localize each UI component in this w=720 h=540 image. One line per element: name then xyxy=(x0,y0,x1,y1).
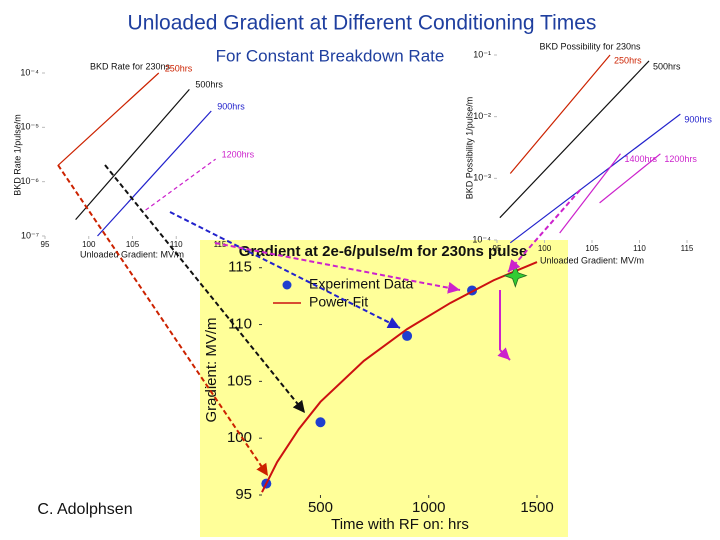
y-axis-label: BKD Possibility 1/pulse/m xyxy=(464,97,474,200)
y-tick-label: 100 xyxy=(227,429,252,446)
x-tick-label: 95 xyxy=(493,244,502,253)
data-point xyxy=(402,330,413,341)
x-tick-label: 105 xyxy=(126,240,140,249)
series-line xyxy=(57,72,160,166)
arrow xyxy=(57,164,269,477)
chart: BKD Possibility for 230ns Unloaded Gradie… xyxy=(464,41,712,265)
chart: BKD Rate for 230ns Unloaded Gradient: MV/… xyxy=(12,61,254,259)
x-tick-label: 100 xyxy=(82,240,96,249)
author: C. Adolphsen xyxy=(37,501,132,518)
x-tick-label: 115 xyxy=(214,240,227,249)
chart-background xyxy=(200,240,568,537)
y-tick-label: 10⁻⁵ xyxy=(21,122,40,132)
series-label: 900hrs xyxy=(217,101,245,111)
x-tick-label: 115 xyxy=(681,244,694,253)
x-tick-label: 1000 xyxy=(412,499,445,516)
series-label: 900hrs xyxy=(684,114,712,124)
legend-swatch xyxy=(282,280,292,290)
y-tick-label: 10⁻² xyxy=(473,111,491,121)
series-label: 250hrs xyxy=(614,55,642,65)
arrows-solid xyxy=(497,290,511,361)
series-line xyxy=(145,158,216,211)
y-tick-label: 10⁻⁴ xyxy=(472,234,491,244)
y-tick-label: 10⁻¹ xyxy=(473,49,491,59)
chart-title: BKD Possibility for 230ns xyxy=(539,41,641,51)
x-tick-label: 95 xyxy=(41,240,50,249)
series-label: 1200hrs xyxy=(222,149,255,159)
arrow xyxy=(169,211,401,329)
y-tick-label: 10⁻⁴ xyxy=(20,67,39,77)
y-tick-label: 115 xyxy=(228,259,252,276)
series-line xyxy=(509,54,611,174)
arrows xyxy=(57,164,581,477)
y-tick-label: 110 xyxy=(228,316,252,333)
y-axis-label: Gradient: MV/m xyxy=(203,317,220,422)
series-label: 500hrs xyxy=(653,61,681,71)
chart-title: Gradient at 2e-6/pulse/m for 230ns pulse xyxy=(239,243,527,260)
x-tick-label: 105 xyxy=(585,244,599,253)
arrow xyxy=(214,242,461,294)
chart-title: BKD Rate for 230ns xyxy=(90,61,171,71)
chart: Gradient at 2e-6/pulse/m for 230ns pulse… xyxy=(203,243,554,533)
x-tick-label: 110 xyxy=(633,244,646,253)
series-label: 1400hrs xyxy=(625,154,658,164)
y-axis-label: BKD Rate 1/pulse/m xyxy=(12,114,22,196)
series-line xyxy=(75,88,190,221)
slide-subtitle: For Constant Breakdown Rate xyxy=(216,46,445,65)
series-line xyxy=(499,60,650,219)
arrow xyxy=(104,164,306,414)
legend-label: Power Fit xyxy=(309,294,368,310)
slide-title: Unloaded Gradient at Different Condition… xyxy=(128,12,597,35)
series-label: 250hrs xyxy=(165,63,193,73)
series-line xyxy=(97,110,212,237)
x-tick-label: 1500 xyxy=(520,499,553,516)
x-axis-label: Unloaded Gradient: MV/m xyxy=(80,249,184,259)
x-axis-label: Unloaded Gradient: MV/m xyxy=(540,255,644,265)
arrow xyxy=(497,347,511,361)
series-line xyxy=(261,261,538,493)
y-tick-label: 10⁻³ xyxy=(473,173,491,183)
y-tick-label: 10⁻⁶ xyxy=(21,176,40,186)
legend-label: Experiment Data xyxy=(309,276,413,292)
series-label: 500hrs xyxy=(195,80,223,90)
x-tick-label: 110 xyxy=(170,240,183,249)
series-line xyxy=(599,153,661,204)
series-label: 1200hrs xyxy=(664,154,697,164)
x-tick-label: 100 xyxy=(538,244,552,253)
x-tick-label: 500 xyxy=(308,499,333,516)
data-point xyxy=(315,417,326,428)
highlight-star xyxy=(503,263,528,288)
series-line xyxy=(509,113,681,244)
y-tick-label: 10⁻⁷ xyxy=(21,230,39,240)
arrow xyxy=(507,189,581,273)
y-tick-label: 95 xyxy=(235,486,252,503)
series-line xyxy=(559,153,621,234)
x-axis-label: Time with RF on: hrs xyxy=(331,516,469,533)
y-tick-label: 105 xyxy=(227,372,252,389)
